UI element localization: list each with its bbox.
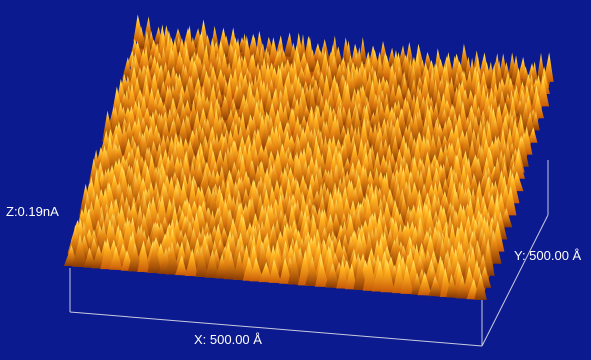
surface-spike <box>460 130 472 162</box>
surface-spike <box>215 253 228 279</box>
surface-spike <box>279 257 293 284</box>
surface-spike <box>387 47 396 67</box>
surface-spike <box>109 246 123 270</box>
surface-spike <box>121 56 132 80</box>
surface-spike <box>304 256 320 286</box>
surface-spike <box>173 28 184 46</box>
surface-spike <box>392 261 406 294</box>
surface-spike <box>283 32 295 57</box>
surface-spike <box>527 127 538 143</box>
surface-spike <box>503 185 517 216</box>
surface-spike <box>455 275 469 299</box>
surface-spike <box>185 248 198 277</box>
surface-spike <box>268 37 279 62</box>
surface-spike <box>287 251 301 285</box>
surface-spike <box>340 82 353 113</box>
surface-spike <box>83 247 97 268</box>
surface-spike <box>537 75 550 107</box>
surface-spike <box>204 249 219 278</box>
surface-spike <box>400 264 414 294</box>
box-edge <box>481 214 549 347</box>
surface-spike <box>207 39 218 69</box>
surface-spike <box>532 93 544 119</box>
surface-spike <box>181 83 193 111</box>
surface-spike <box>220 52 230 76</box>
surface-spike <box>100 149 114 180</box>
surface-spike <box>135 26 147 49</box>
surface-spike <box>200 44 211 74</box>
surface-spike <box>100 237 115 270</box>
surface-spike <box>324 263 340 288</box>
surface-spike <box>137 240 150 273</box>
surface-spike <box>348 142 361 171</box>
surface-spike <box>72 234 88 267</box>
surface-spike <box>175 255 188 276</box>
surface-spike <box>223 250 238 280</box>
surface-spike <box>243 35 252 66</box>
surface-spike <box>190 126 201 156</box>
surface-spike <box>219 94 231 121</box>
surface-spike <box>446 274 459 298</box>
surface-spike <box>358 37 367 64</box>
surface-spike <box>380 260 395 293</box>
surface-spike <box>389 135 400 162</box>
surface-spike <box>249 257 264 282</box>
surface-spike <box>336 259 349 289</box>
surface-spike <box>417 272 432 296</box>
surface-spike <box>232 251 246 280</box>
surface-spike <box>428 275 443 297</box>
surface-spike <box>167 49 178 78</box>
surface-spike <box>147 240 162 273</box>
surface-spike <box>315 257 329 287</box>
surface-spike <box>344 263 358 290</box>
surface-spike <box>258 262 273 283</box>
surface-spike <box>165 241 180 275</box>
surface-spike <box>307 86 318 116</box>
x-scale-label: X: 500.00 Å <box>194 332 262 347</box>
surface <box>63 14 554 300</box>
surface-spike <box>394 87 406 112</box>
surface-spike <box>189 36 198 60</box>
surface-spike <box>307 49 317 72</box>
surface-spike <box>439 120 450 148</box>
z-scale-label: Z:0.19nA <box>6 204 59 219</box>
surface-spike <box>501 77 512 103</box>
surface-spike <box>157 30 168 58</box>
surface-spike <box>474 272 487 300</box>
surface-spike <box>268 259 282 283</box>
surface-spike <box>408 78 418 101</box>
box-edge <box>69 311 483 347</box>
surface-spike <box>328 55 340 80</box>
surface-spike <box>127 242 142 272</box>
surface-spike <box>278 224 292 259</box>
surface-spike <box>274 68 286 101</box>
y-scale-label: Y: 500.00 Å <box>514 248 582 263</box>
surface-spike <box>303 64 313 84</box>
bounding-box <box>69 160 549 347</box>
surface-spike <box>362 254 378 291</box>
surface-spike <box>287 108 298 133</box>
surface-spike <box>364 151 376 185</box>
surface-spike <box>437 92 449 122</box>
surface-spike <box>191 77 204 99</box>
surface-spike <box>195 244 209 277</box>
surface-spike <box>513 67 523 92</box>
surface-spike <box>427 133 440 165</box>
surface-spike <box>247 52 258 79</box>
surface-spike <box>353 256 367 290</box>
surface-spike <box>121 89 133 118</box>
surface-spike <box>543 52 554 82</box>
surface-spike <box>394 65 404 87</box>
